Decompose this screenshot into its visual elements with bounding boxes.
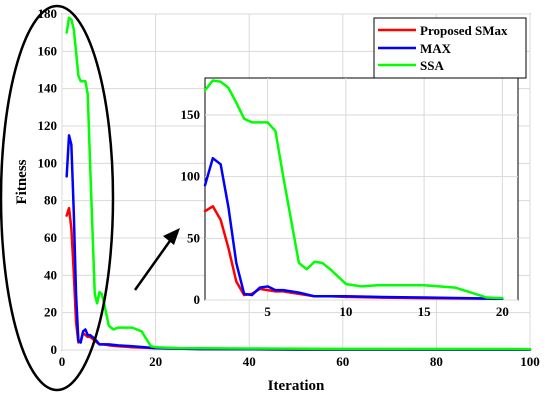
- main-y-tick-80: 80: [44, 193, 57, 208]
- legend-label-proposed-smax: Proposed SMax: [420, 23, 508, 38]
- inset-x-tick-labels: 5 10 15 20: [264, 304, 509, 319]
- main-y-tick-20: 20: [44, 305, 57, 320]
- y-axis-label: Fitness: [14, 159, 30, 204]
- inset-y-tick-150: 150: [181, 107, 201, 122]
- inset-x-tick-15: 15: [418, 304, 432, 319]
- main-series-max: [65, 134, 532, 351]
- inset-grid: [205, 78, 518, 301]
- main-y-tick-labels: 0 20 40 60 80 100 120 140 160 180: [38, 6, 58, 357]
- inset-y-tick-labels: 0 50 100 150: [181, 107, 201, 307]
- inset-plot-frame: [204, 77, 519, 301]
- main-y-tick-120: 120: [38, 118, 58, 133]
- main-x-tick-60: 60: [336, 354, 349, 369]
- main-series-ssa: [65, 16, 532, 351]
- inset-x-tick-10: 10: [339, 304, 352, 319]
- zoom-arrow: [133, 228, 180, 291]
- inset-y-tick-50: 50: [187, 230, 200, 245]
- main-x-tick-80: 80: [430, 354, 443, 369]
- inset-series-lines: [203, 79, 504, 301]
- inset-y-tick-100: 100: [181, 169, 201, 184]
- main-y-tick-160: 160: [38, 43, 58, 58]
- main-x-tick-40: 40: [243, 354, 256, 369]
- main-y-tick-140: 140: [38, 81, 58, 96]
- inset-series-max: [203, 156, 504, 301]
- legend-label-ssa: SSA: [420, 58, 444, 73]
- highlight-ellipse: [0, 4, 115, 392]
- x-axis-label: Iteration: [268, 378, 325, 394]
- legend: Proposed SMax MAX SSA: [373, 17, 527, 79]
- legend-label-max: MAX: [420, 41, 452, 56]
- main-y-tick-60: 60: [44, 230, 57, 245]
- main-y-tick-40: 40: [44, 267, 57, 282]
- main-y-tick-100: 100: [38, 155, 58, 170]
- inset-series-ssa: [203, 79, 504, 300]
- main-x-tick-0: 0: [59, 354, 66, 369]
- main-x-tick-20: 20: [149, 354, 162, 369]
- inset-x-tick-5: 5: [264, 304, 271, 319]
- main-y-tick-180: 180: [38, 6, 58, 21]
- main-x-tick-labels: 0 20 40 60 80 100: [59, 354, 540, 369]
- main-x-tick-100: 100: [520, 354, 540, 369]
- inset-y-tick-0: 0: [194, 292, 201, 307]
- inset-plot-area: 5 10 15 20 0 50 100 150: [181, 77, 519, 319]
- main-y-tick-0: 0: [51, 342, 58, 357]
- inset-x-tick-20: 20: [496, 304, 509, 319]
- main-series-lines: [65, 16, 532, 351]
